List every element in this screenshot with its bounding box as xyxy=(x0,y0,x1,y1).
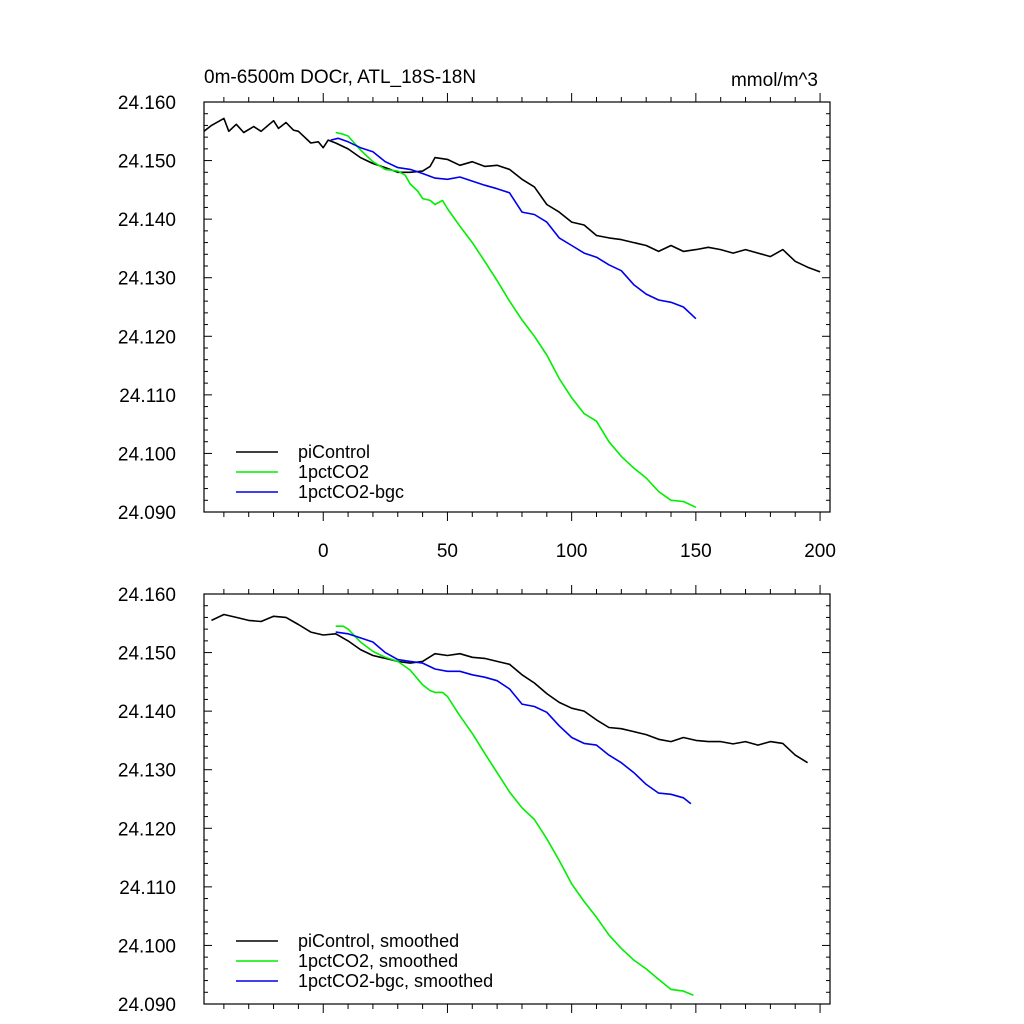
legend-label: 1pctCO2-bgc xyxy=(298,482,404,502)
series-line-1 xyxy=(335,131,697,509)
panel-top: 0m-6500m DOCr, ATL_18S-18N mmol/m^3 24.0… xyxy=(118,67,836,562)
y-tick-label: 24.130 xyxy=(118,269,176,290)
x-tick-label: 100 xyxy=(556,541,588,562)
legend-label: piControl xyxy=(298,442,370,462)
series-line-2 xyxy=(330,137,697,320)
series-layer xyxy=(203,117,821,509)
axis-layer: 24.090 24.100 24.110 24.120 24.130 24.140 24.1… xyxy=(118,93,836,562)
x-tick-label: 150 xyxy=(680,541,712,562)
x-tick-label: 50 xyxy=(437,541,458,562)
y-tick-label: 24.140 xyxy=(118,702,176,723)
legend-label: piControl, smoothed xyxy=(298,931,459,951)
chart-title: 0m-6500m DOCr, ATL_18S-18N xyxy=(204,67,476,88)
x-tick-label: 0 xyxy=(318,541,329,562)
plot-frame xyxy=(203,593,831,1005)
y-tick-label: 24.090 xyxy=(118,503,176,524)
series-line-1 xyxy=(335,625,694,996)
plot-frame xyxy=(203,101,831,513)
y-tick-label: 24.120 xyxy=(118,327,176,348)
y-tick-label: 24.130 xyxy=(118,761,176,782)
y-tick-label: 24.160 xyxy=(118,585,176,606)
chart-units: mmol/m^3 xyxy=(731,70,818,91)
series-line-0 xyxy=(203,117,821,273)
y-tick-label: 24.110 xyxy=(119,386,176,407)
legend-label: 1pctCO2 xyxy=(298,462,369,482)
x-tick-label: 200 xyxy=(804,541,836,562)
y-tick-label: 24.140 xyxy=(118,210,176,231)
y-tick-label: 24.090 xyxy=(118,995,176,1016)
axis-layer: 24.090 24.100 24.110 24.120 24.130 24.140 24.1… xyxy=(118,585,830,1016)
legend-label: 1pctCO2, smoothed xyxy=(298,951,458,971)
series-line-2 xyxy=(335,631,692,805)
series-layer xyxy=(211,613,809,996)
y-tick-label: 24.100 xyxy=(118,936,176,957)
legend-label: 1pctCO2-bgc, smoothed xyxy=(298,971,493,991)
y-tick-label: 24.150 xyxy=(118,152,176,173)
panel-bottom: 24.090 24.100 24.110 24.120 24.130 24.140 24.1… xyxy=(118,585,831,1016)
y-tick-label: 24.120 xyxy=(118,819,176,840)
y-tick-label: 24.150 xyxy=(118,644,176,665)
series-line-0 xyxy=(211,613,809,764)
y-tick-label: 24.110 xyxy=(119,878,176,899)
y-tick-label: 24.160 xyxy=(118,93,176,114)
y-tick-label: 24.100 xyxy=(118,444,176,465)
